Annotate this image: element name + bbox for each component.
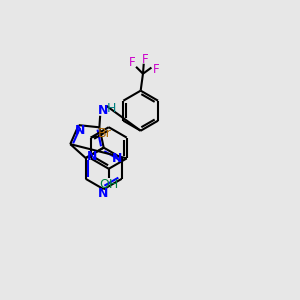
Text: OH: OH <box>99 178 118 191</box>
Text: F: F <box>142 52 148 66</box>
Text: N: N <box>75 124 86 137</box>
Text: F: F <box>153 63 159 76</box>
Text: N: N <box>98 104 108 117</box>
Text: N: N <box>87 150 97 163</box>
Text: Br: Br <box>98 127 112 140</box>
Text: H: H <box>107 102 116 115</box>
Text: F: F <box>129 56 136 69</box>
Text: N: N <box>112 152 122 164</box>
Text: N: N <box>98 187 108 200</box>
